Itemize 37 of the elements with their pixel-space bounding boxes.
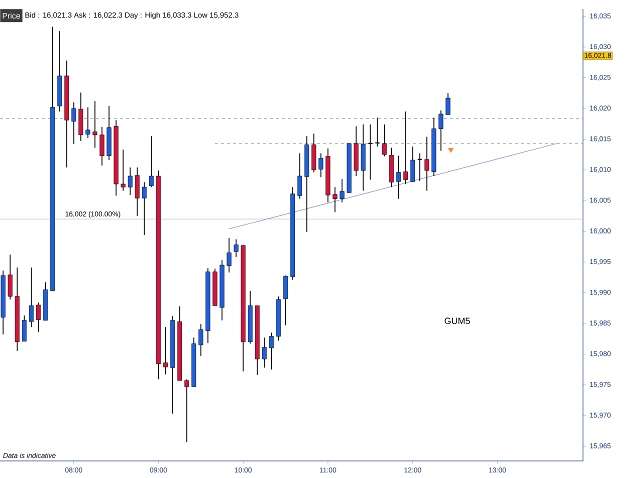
candlestick (8, 254, 12, 300)
candlestick (374, 117, 380, 147)
candlestick (269, 332, 274, 370)
candlestick (283, 275, 288, 326)
candlestick (36, 302, 41, 332)
candlestick (417, 152, 422, 182)
candlestick (424, 136, 430, 192)
candlestick (100, 126, 104, 166)
candlestick (262, 337, 267, 368)
candlestick (368, 124, 374, 180)
candlestick (318, 152, 324, 178)
candlestick (92, 100, 98, 148)
candlestick (332, 186, 338, 213)
candlestick (297, 152, 302, 200)
candlestick (396, 155, 401, 200)
candlestick (134, 166, 140, 216)
candlestick (382, 124, 387, 157)
candlestick (438, 110, 444, 152)
candlestick (410, 146, 415, 183)
candlestick (226, 238, 232, 273)
candlestick (120, 149, 126, 192)
candlestick (128, 166, 133, 196)
candlestick (22, 314, 27, 342)
candlestick (198, 324, 204, 356)
candlestick (149, 136, 154, 188)
candlestick (29, 267, 34, 328)
candlestick (142, 182, 147, 236)
candlestick (71, 102, 76, 145)
candlestick (184, 378, 190, 442)
candlestick (403, 111, 408, 184)
candlestick (446, 92, 450, 116)
candlestick (340, 178, 344, 203)
annotation: GUM5 (444, 318, 470, 324)
candlestick (234, 238, 238, 258)
chart-title: Price (2, 12, 20, 19)
candlestick (86, 106, 90, 138)
candlestick (163, 326, 168, 375)
